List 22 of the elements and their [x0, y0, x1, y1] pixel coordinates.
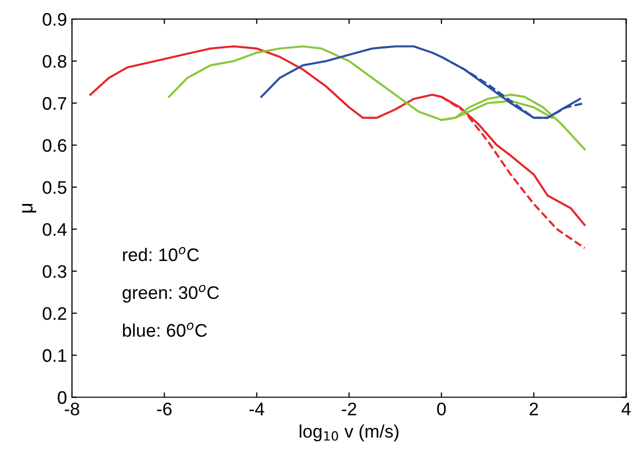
y-tick-label: 0.2 — [42, 307, 66, 320]
x-tick-label: -2 — [342, 402, 356, 416]
y-tick-label: 0.3 — [42, 265, 66, 278]
x-tick-label: 2 — [530, 402, 538, 416]
x-tick-label: -6 — [157, 402, 172, 416]
y-tick-label: 0.5 — [42, 181, 66, 194]
x-tick-label: -4 — [249, 402, 264, 416]
y-tick-label: 0.8 — [42, 55, 66, 68]
annotation: red: 10$^{o}$C — [123, 247, 199, 262]
annotation: blue: 60$^{o}$C — [123, 322, 207, 337]
y-tick-label: 0.7 — [42, 97, 66, 110]
y-tick-label: 0.9 — [42, 13, 66, 26]
x-tick-label: -8 — [64, 402, 80, 416]
y-tick-label: 0 — [58, 391, 66, 404]
x-tick-label: 0 — [437, 402, 446, 416]
y-tick-label: 0.6 — [42, 139, 66, 152]
y-tick-label: 0.1 — [42, 349, 66, 362]
x-tick-label: 4 — [622, 402, 631, 416]
y-tick-label: 0.4 — [42, 223, 67, 236]
x-axis-title: log$_{10}$ v (m/s) — [300, 424, 398, 442]
y-axis-title: μ — [22, 204, 36, 212]
annotation: green: 30$^{o}$C — [122, 284, 219, 303]
